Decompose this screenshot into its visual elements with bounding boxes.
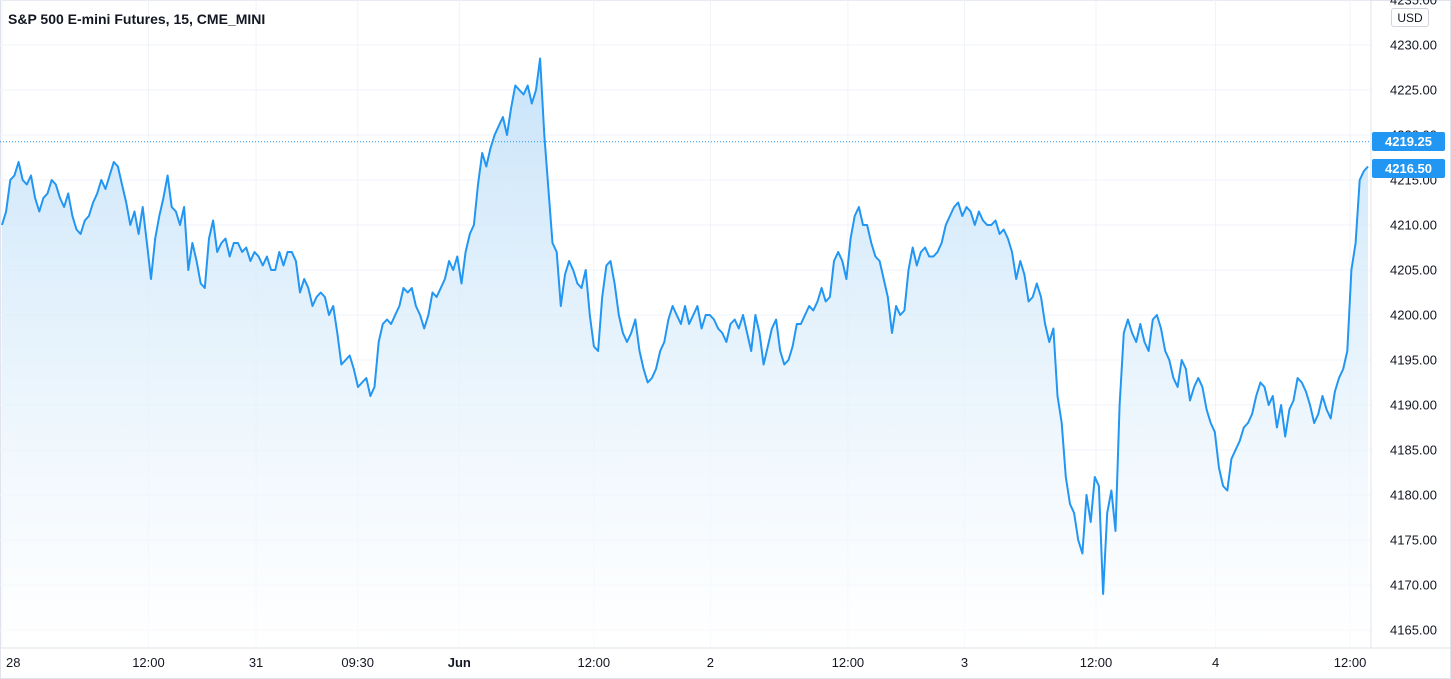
price-tick-label: 4180.00 bbox=[1390, 488, 1437, 503]
time-tick-label: 09:30 bbox=[341, 655, 374, 670]
price-axis[interactable]: 4165.00 4170.00 4175.00 4180.00 4185.00 4190.… bbox=[1390, 0, 1437, 638]
price-tick-label: 4200.00 bbox=[1390, 308, 1437, 323]
time-tick-label: 31 bbox=[249, 655, 263, 670]
reference-price-label: 4219.25 bbox=[1372, 132, 1445, 152]
price-tick-label: 4170.00 bbox=[1390, 578, 1437, 593]
time-tick-label: 12:00 bbox=[1334, 655, 1367, 670]
price-tick-label: 4230.00 bbox=[1390, 38, 1437, 53]
price-tick-label: 4195.00 bbox=[1390, 353, 1437, 368]
time-tick-label: 12:00 bbox=[132, 655, 165, 670]
price-tick-label: 4185.00 bbox=[1390, 443, 1437, 458]
price-tick-label: 4235.00 bbox=[1390, 0, 1437, 8]
price-tick-label: 4210.00 bbox=[1390, 218, 1437, 233]
price-series bbox=[1, 57, 1369, 647]
price-area-fill bbox=[2, 58, 1368, 647]
price-tick-label: 4190.00 bbox=[1390, 398, 1437, 413]
last-price-label: 4216.50 bbox=[1372, 159, 1445, 178]
price-tick-label: 4205.00 bbox=[1390, 263, 1437, 278]
time-tick-label: 12:00 bbox=[1080, 655, 1113, 670]
price-line bbox=[1, 57, 1369, 595]
chart-title: S&P 500 E-mini Futures, 15, CME_MINI bbox=[8, 11, 266, 27]
time-tick-label: 2 bbox=[707, 655, 714, 670]
currency-button[interactable]: USD bbox=[1391, 8, 1429, 27]
time-tick-label: Jun bbox=[448, 655, 471, 670]
time-tick-label: 12:00 bbox=[578, 655, 611, 670]
price-tick-label: 4165.00 bbox=[1390, 623, 1437, 638]
time-tick-label: 4 bbox=[1212, 655, 1219, 670]
time-tick-label: 28 bbox=[6, 655, 20, 670]
time-tick-label: 12:00 bbox=[832, 655, 865, 670]
time-axis[interactable]: 28 12:00 31 09:30 Jun 12:00 2 12:00 3 12:00 4 12:00 bbox=[6, 655, 1366, 670]
price-tick-label: 4175.00 bbox=[1390, 533, 1437, 548]
price-tick-label: 4225.00 bbox=[1390, 83, 1437, 98]
time-tick-label: 3 bbox=[961, 655, 968, 670]
